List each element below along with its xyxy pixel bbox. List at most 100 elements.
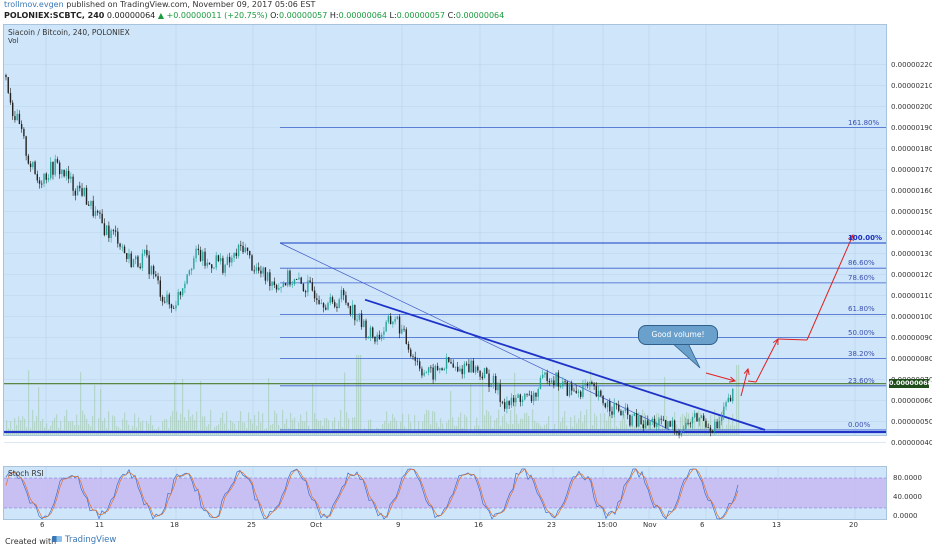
volume-bar xyxy=(534,420,536,435)
x-tick-label: 20 xyxy=(849,521,858,529)
volume-bar xyxy=(138,417,140,435)
volume-bar xyxy=(564,410,566,435)
candle-body xyxy=(264,267,267,281)
candle-body xyxy=(356,319,358,321)
candle-body xyxy=(23,128,25,137)
volume-bar xyxy=(258,411,260,435)
candle-body xyxy=(354,304,356,321)
volume-bar xyxy=(340,409,342,435)
tradingview-logo[interactable]: TradingView xyxy=(52,535,116,545)
volume-bar xyxy=(252,423,254,435)
volume-bar xyxy=(292,419,294,435)
volume-bar xyxy=(686,412,688,435)
candle-body xyxy=(685,422,687,429)
volume-bar xyxy=(630,422,632,435)
candle-body xyxy=(219,258,222,262)
volume-bar xyxy=(220,417,222,435)
volume-bar xyxy=(640,426,642,435)
volume-bar xyxy=(532,409,534,435)
volume-bar xyxy=(16,424,18,435)
x-tick-label: Oct xyxy=(310,521,323,529)
candle-body xyxy=(700,415,703,419)
volume-bar xyxy=(540,425,542,435)
volume-bar xyxy=(240,411,242,435)
candle-body xyxy=(146,249,148,256)
candle-body xyxy=(231,257,233,263)
volume-bar xyxy=(324,418,326,435)
candle-body xyxy=(360,313,363,328)
volume-bar xyxy=(186,421,188,435)
volume-bar xyxy=(482,375,484,435)
y-tick-label: 0.00000090 xyxy=(891,333,932,342)
candle-body xyxy=(436,365,439,371)
y-tick-label: 0.00000120 xyxy=(891,270,932,279)
volume-bar xyxy=(476,417,478,435)
candle-body xyxy=(398,316,401,334)
volume-bar xyxy=(648,418,650,435)
y-tick-label: 0.00000180 xyxy=(891,144,932,153)
candle-body xyxy=(501,401,504,403)
candle-body xyxy=(546,372,548,382)
volume-bar xyxy=(112,415,114,435)
x-tick-label: 16 xyxy=(474,521,483,529)
volume-bar xyxy=(490,415,492,435)
volume-bar xyxy=(100,389,102,435)
volume-bar xyxy=(290,412,292,435)
arrow-volume xyxy=(705,372,736,382)
volume-bar xyxy=(526,412,528,435)
volume-bar xyxy=(718,413,720,435)
candle-body xyxy=(682,428,685,432)
volume-bar xyxy=(318,420,320,435)
candle-body xyxy=(519,394,522,402)
volume-bar xyxy=(720,420,722,435)
candle-body xyxy=(448,357,450,362)
candle-body xyxy=(591,382,593,385)
candle-body xyxy=(363,320,365,328)
candle-body xyxy=(521,399,524,402)
candle-body xyxy=(150,266,153,275)
volume-bar xyxy=(312,383,314,435)
volume-bar xyxy=(162,421,164,435)
candle-body xyxy=(123,246,126,254)
price-panel[interactable] xyxy=(3,24,887,436)
y-tick-label: 0.00000050 xyxy=(891,417,932,426)
candle-body xyxy=(159,280,161,297)
volume-bar xyxy=(548,415,550,435)
price-axis[interactable] xyxy=(887,24,932,520)
volume-bar xyxy=(446,422,448,435)
volume-bar xyxy=(326,418,328,435)
arrow-breakout xyxy=(740,368,749,397)
candle-body xyxy=(664,420,667,428)
volume-bar xyxy=(274,410,276,435)
arrow-target-2-head xyxy=(848,233,854,242)
volume-bar xyxy=(608,416,610,435)
y-tick-label: 0.00000110 xyxy=(891,291,932,300)
volume-bar xyxy=(22,416,24,435)
candle-body xyxy=(595,386,598,397)
annotation-bubble[interactable]: Good volume! xyxy=(638,325,718,345)
candle-body xyxy=(20,123,23,129)
author-link[interactable]: trollmov.evgen xyxy=(4,0,64,9)
candle-body xyxy=(443,368,445,371)
candle-body xyxy=(586,383,589,386)
volume-bar xyxy=(216,425,218,435)
candle-body xyxy=(96,210,99,213)
volume-bar xyxy=(694,415,696,435)
candle-body xyxy=(369,327,372,338)
volume-bar xyxy=(320,420,322,435)
volume-bar xyxy=(520,418,522,435)
candle-body xyxy=(338,299,340,309)
candle-body xyxy=(568,384,571,396)
volume-bar xyxy=(600,413,602,435)
candle-body xyxy=(506,400,508,409)
volume-bar xyxy=(680,416,682,435)
x-tick-label: 18 xyxy=(170,521,179,529)
candle-body xyxy=(557,372,560,387)
volume-bar xyxy=(538,423,540,435)
candle-body xyxy=(304,291,307,293)
candle-body xyxy=(307,280,309,293)
candle-body xyxy=(7,77,9,93)
volume-bar xyxy=(506,422,508,435)
volume-bar xyxy=(622,418,624,435)
